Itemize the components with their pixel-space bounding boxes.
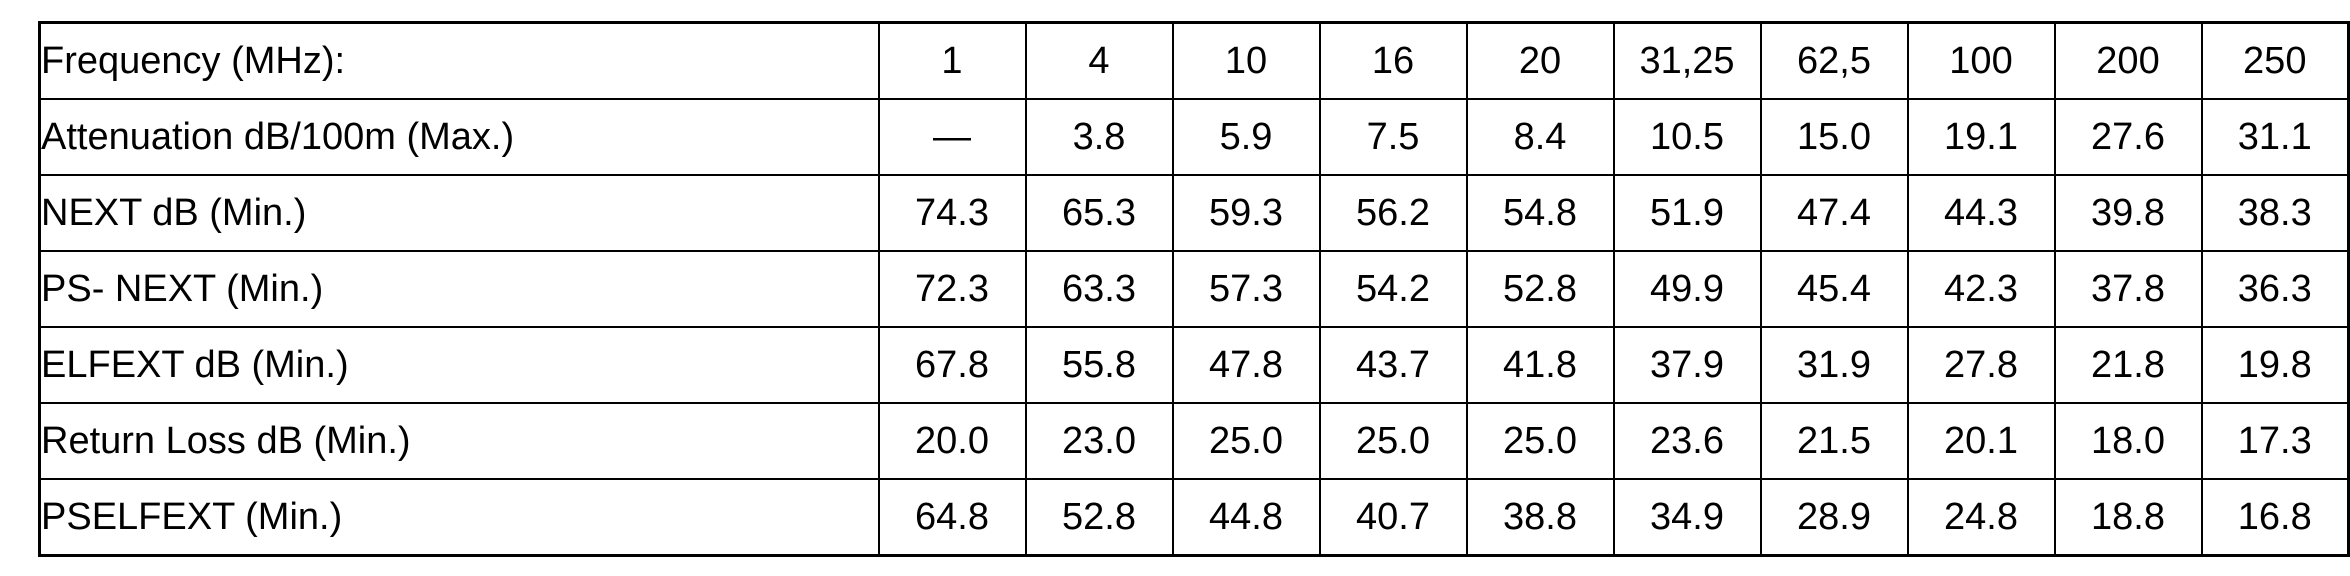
value-cell: 63.3 xyxy=(1024,250,1174,328)
value-cell: 72.3 xyxy=(877,250,1027,328)
value-cell: 38.8 xyxy=(1465,478,1615,557)
value-cell: 47.4 xyxy=(1759,174,1909,252)
value-cell: 5.9 xyxy=(1171,98,1321,176)
value-cell: 18.0 xyxy=(2053,402,2203,480)
value-cell: 44.3 xyxy=(1906,174,2056,252)
table-row: ELFEXT dB (Min.) 67.8 55.8 47.8 43.7 41.8 37.9… xyxy=(38,326,2350,404)
value-cell: 20.0 xyxy=(877,402,1027,480)
value-cell: 47.8 xyxy=(1171,326,1321,404)
value-cell: 31,25 xyxy=(1612,21,1762,100)
spec-table-body: Frequency (MHz): 1 4 10 16 20 31,25 62,5 100 200 2… xyxy=(38,21,2350,557)
value-cell: 65.3 xyxy=(1024,174,1174,252)
value-cell: 19.8 xyxy=(2200,326,2350,404)
value-cell: 25.0 xyxy=(1171,402,1321,480)
value-cell: 54.8 xyxy=(1465,174,1615,252)
value-cell: 18.8 xyxy=(2053,478,2203,557)
value-cell: 1 xyxy=(877,21,1027,100)
value-cell: 25.0 xyxy=(1465,402,1615,480)
value-cell: 62,5 xyxy=(1759,21,1909,100)
value-cell: 44.8 xyxy=(1171,478,1321,557)
value-cell: 34.9 xyxy=(1612,478,1762,557)
value-cell: 31.1 xyxy=(2200,98,2350,176)
value-cell: 20.1 xyxy=(1906,402,2056,480)
table-row: Frequency (MHz): 1 4 10 16 20 31,25 62,5 100 200 2… xyxy=(38,21,2350,100)
value-cell: 36.3 xyxy=(2200,250,2350,328)
value-cell: 23.6 xyxy=(1612,402,1762,480)
row-label-cell: Attenuation dB/100m (Max.) xyxy=(38,98,880,176)
row-label-cell: NEXT dB (Min.) xyxy=(38,174,880,252)
value-cell: 100 xyxy=(1906,21,2056,100)
value-cell: 37.8 xyxy=(2053,250,2203,328)
row-label-cell: Frequency (MHz): xyxy=(38,21,880,100)
value-cell: 57.3 xyxy=(1171,250,1321,328)
value-cell: 59.3 xyxy=(1171,174,1321,252)
table-row: Attenuation dB/100m (Max.) —3.8 5.9 7.5 8.4 1… xyxy=(38,98,2350,176)
value-cell: 54.2 xyxy=(1318,250,1468,328)
value-cell: 52.8 xyxy=(1024,478,1174,557)
value-cell: 52.8 xyxy=(1465,250,1615,328)
value-cell: — xyxy=(877,98,1027,176)
value-cell: 45.4 xyxy=(1759,250,1909,328)
value-cell: 38.3 xyxy=(2200,174,2350,252)
value-cell: 8.4 xyxy=(1465,98,1615,176)
spec-table-container: Frequency (MHz): 1 4 10 16 20 31,25 62,5 100 200 2… xyxy=(38,21,2350,557)
value-cell: 27.8 xyxy=(1906,326,2056,404)
value-cell: 19.1 xyxy=(1906,98,2056,176)
value-cell: 4 xyxy=(1024,21,1174,100)
value-cell: 16 xyxy=(1318,21,1468,100)
value-cell: 200 xyxy=(2053,21,2203,100)
row-label-cell: ELFEXT dB (Min.) xyxy=(38,326,880,404)
value-cell: 20 xyxy=(1465,21,1615,100)
value-cell: 23.0 xyxy=(1024,402,1174,480)
value-cell: 250 xyxy=(2200,21,2350,100)
spec-table: Frequency (MHz): 1 4 10 16 20 31,25 62,5 100 200 2… xyxy=(38,21,2350,557)
value-cell: 42.3 xyxy=(1906,250,2056,328)
value-cell: 10.5 xyxy=(1612,98,1762,176)
value-cell: 25.0 xyxy=(1318,402,1468,480)
value-cell: 21.5 xyxy=(1759,402,1909,480)
value-cell: 39.8 xyxy=(2053,174,2203,252)
value-cell: 31.9 xyxy=(1759,326,1909,404)
value-cell: 37.9 xyxy=(1612,326,1762,404)
value-cell: 27.6 xyxy=(2053,98,2203,176)
value-cell: 56.2 xyxy=(1318,174,1468,252)
table-row: PSELFEXT (Min.) 64.8 52.8 44.8 40.7 38.8 34.9 2… xyxy=(38,478,2350,557)
value-cell: 3.8 xyxy=(1024,98,1174,176)
value-cell: 74.3 xyxy=(877,174,1027,252)
value-cell: 67.8 xyxy=(877,326,1027,404)
value-cell: 28.9 xyxy=(1759,478,1909,557)
value-cell: 15.0 xyxy=(1759,98,1909,176)
table-row: NEXT dB (Min.) 74.3 65.3 59.3 56.2 54.8 51.9 47… xyxy=(38,174,2350,252)
value-cell: 17.3 xyxy=(2200,402,2350,480)
value-cell: 10 xyxy=(1171,21,1321,100)
value-cell: 43.7 xyxy=(1318,326,1468,404)
table-row: Return Loss dB (Min.) 20.0 23.0 25.0 25.0 25.… xyxy=(38,402,2350,480)
value-cell: 7.5 xyxy=(1318,98,1468,176)
value-cell: 21.8 xyxy=(2053,326,2203,404)
value-cell: 24.8 xyxy=(1906,478,2056,557)
value-cell: 55.8 xyxy=(1024,326,1174,404)
table-row: PS- NEXT (Min.) 72.3 63.3 57.3 54.2 52.8 49.9 4… xyxy=(38,250,2350,328)
value-cell: 49.9 xyxy=(1612,250,1762,328)
value-cell: 41.8 xyxy=(1465,326,1615,404)
row-label-cell: Return Loss dB (Min.) xyxy=(38,402,880,480)
value-cell: 40.7 xyxy=(1318,478,1468,557)
row-label-cell: PS- NEXT (Min.) xyxy=(38,250,880,328)
value-cell: 16.8 xyxy=(2200,478,2350,557)
value-cell: 51.9 xyxy=(1612,174,1762,252)
row-label-cell: PSELFEXT (Min.) xyxy=(38,478,880,557)
value-cell: 64.8 xyxy=(877,478,1027,557)
